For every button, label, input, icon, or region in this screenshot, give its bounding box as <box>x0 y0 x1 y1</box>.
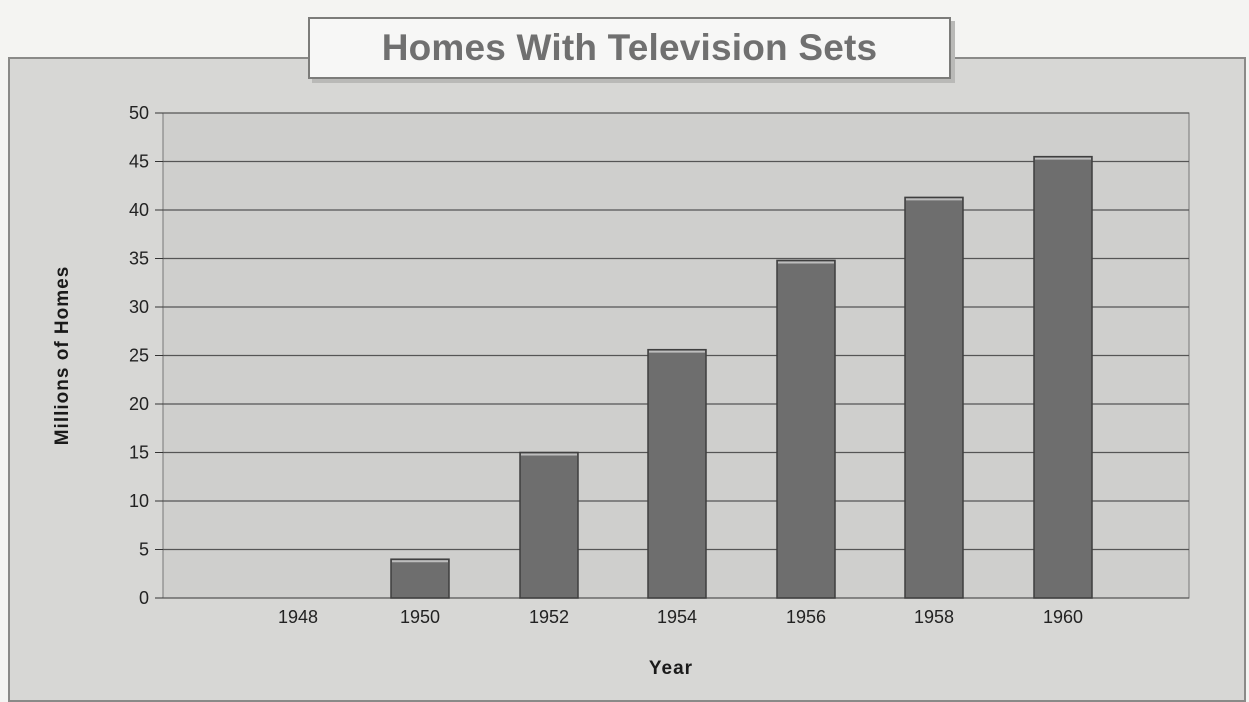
x-tick-label: 1956 <box>786 607 826 627</box>
y-tick-label: 10 <box>129 491 149 511</box>
bar-1958 <box>904 196 964 599</box>
y-tick-label: 0 <box>139 588 149 608</box>
y-tick-label: 20 <box>129 394 149 414</box>
x-tick-label: 1950 <box>400 607 440 627</box>
bar-1956 <box>776 259 836 599</box>
bar-1954 <box>647 348 707 599</box>
y-tick-label: 5 <box>139 540 149 560</box>
bar-1952 <box>519 451 579 599</box>
y-tick-label: 15 <box>129 443 149 463</box>
bars <box>390 155 1093 599</box>
bar-1960 <box>1033 155 1093 599</box>
chart-title: Homes With Television Sets <box>381 27 878 68</box>
x-tick-label: 1948 <box>278 607 318 627</box>
y-tick-label: 35 <box>129 249 149 269</box>
bar-1950 <box>390 558 450 599</box>
x-tick-label: 1954 <box>657 607 697 627</box>
x-tick-label: 1960 <box>1043 607 1083 627</box>
y-tick-label: 25 <box>129 346 149 366</box>
y-tick-labels: 0 5 10 15 20 25 30 35 40 45 50 <box>129 103 149 608</box>
x-tick-label: 1952 <box>529 607 569 627</box>
y-axis-label: Millions of Homes <box>52 266 73 446</box>
y-tick-label: 50 <box>129 103 149 123</box>
x-tick-label: 1958 <box>914 607 954 627</box>
y-tick-label: 30 <box>129 297 149 317</box>
chart-title-box: Homes With Television Sets <box>308 17 951 79</box>
y-tick-label: 40 <box>129 200 149 220</box>
x-axis-label: Year <box>649 658 693 679</box>
y-tick-label: 45 <box>129 152 149 172</box>
x-tick-labels: 1948 1950 1952 1954 1956 1958 1960 <box>278 607 1083 627</box>
